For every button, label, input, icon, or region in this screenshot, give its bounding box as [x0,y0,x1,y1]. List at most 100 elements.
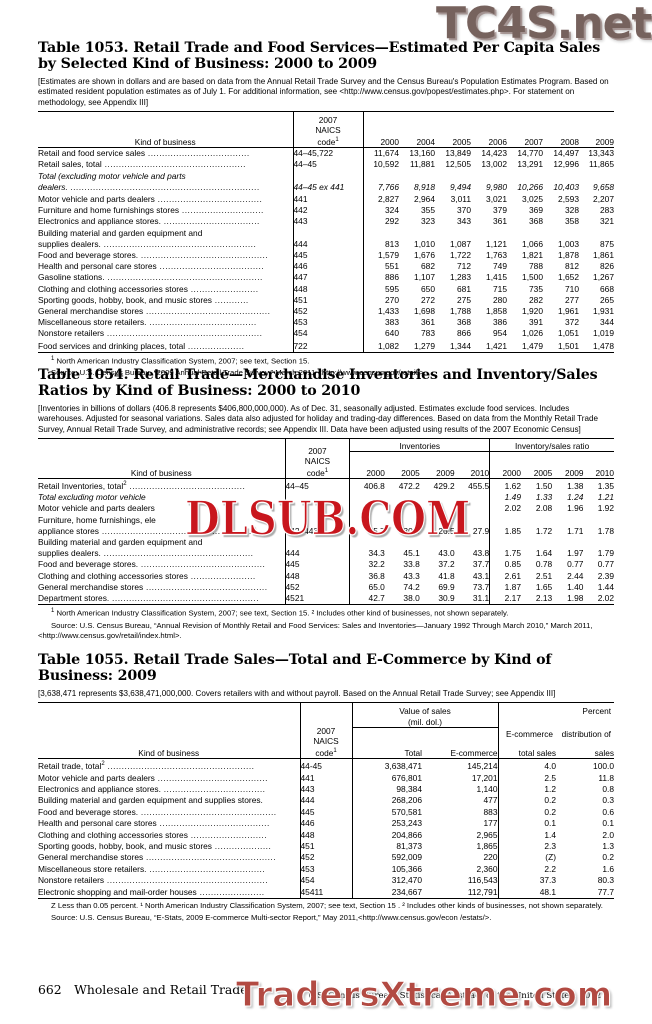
table-row: Furniture, home furnishings, ele [38,514,614,526]
naics-code-cell: 446 [292,261,363,273]
inventory-cell [349,503,385,515]
ratio-cell: 1.50 [520,478,553,493]
inventory-cell: 37.2 [438,559,455,570]
value-cell: 323 [421,216,435,227]
inventory-cell [349,514,385,526]
table-row: Clothing and clothing accessories stores… [38,829,614,842]
table-1054-title: Table 1054. Retail Trade—Merchandise Inv… [38,367,598,399]
value-cell: 2,827 [362,193,399,206]
pct-of-total-sales-cell: 0.2 [497,806,556,819]
row-label-text: Building material and garden equipment a… [38,537,203,548]
ratio-cell: 2.02 [583,593,614,606]
value-cell: 328 [565,205,579,216]
ratio-cell: 2.51 [535,570,553,581]
ratio-cell: 1.96 [567,503,584,514]
inventory-cell: 41.8 [438,570,455,581]
ratio-cell: 1.79 [597,548,614,559]
value-cell: 2,207 [593,194,614,205]
row-label-text: Sporting goods, hobby, book, and music s… [38,841,212,852]
table-row: Retail Inventories, total2 .............… [38,478,614,493]
value-cell: 379 [493,205,507,216]
naics-footnote-marker: 1 [333,748,337,755]
inv-year-2005: 2005 [401,468,420,479]
leader-dots: ........................... [187,829,268,840]
value-cell: 668 [600,283,614,294]
naics-code-cell: 452 [299,852,352,864]
ratio-cell [521,537,552,548]
value-cell: 14,423 [471,147,507,160]
inventory-cell: 34.3 [349,548,385,560]
row-label-text: dealers. [38,181,68,192]
ecommerce-sales-cell: 220 [483,852,498,863]
value-cell [471,171,507,182]
footer-section-title: Wholesale and Retail Trade [74,982,248,997]
value-cell: 1,500 [522,272,543,283]
value-of-sales-line-1: Value of sales [399,706,451,717]
value-of-sales-line-2: (mil. dol.) [407,716,443,727]
value-cell: 10,403 [553,181,579,192]
value-cell: 11,674 [362,147,399,160]
value-cell: 368 [529,216,543,227]
row-label: Retail sales, total ....................… [38,159,293,170]
leader-dots: ............ [211,294,249,305]
row-label: Building material and garden equipment a… [38,795,300,806]
value-cell: 783 [421,328,435,339]
total-sales-cell: 676,801 [351,772,422,785]
row-label-text: Sporting goods, hobby, book, and music s… [38,294,212,305]
value-cell: 1,961 [558,306,579,317]
ratio-cell [552,537,583,548]
row-footnote-marker: 2 [123,481,127,488]
naics-code-cell: 4521 [284,593,350,606]
value-cell: 8,918 [414,181,435,192]
value-cell: 1,652 [558,272,579,283]
table-row: Motor vehicle and parts dealers 2.02 2.08 1… [38,503,614,515]
row-label: Building material and garden equipment a… [38,228,293,239]
naics-code-cell: 443 [292,216,363,228]
value-cell: 12,996 [553,159,579,170]
value-cell [471,228,507,239]
leader-dots: ........................................… [146,863,266,874]
value-cell: 324 [362,205,399,217]
naics-code-cell: 451 [299,841,352,853]
column-header-year-2000: 2000 [362,133,399,148]
leader-dots: ........................................… [104,875,269,886]
table-row: Building material and garden equipment a… [38,537,614,549]
naics-code-cell: 454 [292,328,363,340]
value-cell: 292 [362,216,399,228]
naics-code-cell: 448 [299,829,352,842]
row-label: Furniture, home furnishings, ele [38,515,285,526]
pct-distribution-cell: 2.0 [602,829,614,840]
table-1053-title: Table 1053. Retail Trade and Food Servic… [38,40,601,72]
value-cell: 788 [529,261,543,272]
naics-code-cell [292,170,363,182]
naics-code-cell: 442, 443 [284,525,350,538]
footnote-text: North American Industry Classification S… [56,608,509,618]
value-cell: 13,849 [435,147,471,160]
footnote-marker: 1 [51,355,55,362]
inv-year-2009: 2009 [436,468,455,479]
row-label-text: supplies dealers. [38,548,101,559]
naics-code-cell: 44-45 [299,758,352,773]
table-1054-source: Source: U.S. Census Bureau, “Annual Revi… [38,621,614,641]
row-label: supplies dealers. ......................… [38,548,285,559]
ratio-cell: 1.71 [567,525,584,536]
table-row: Health and personal care stores ........… [38,818,614,830]
row-label: Retail and food service sales ..........… [38,147,293,160]
row-label-text: Retail and food service sales [38,148,146,159]
naics-line-1: 2007 [308,445,327,456]
value-cell: 595 [362,283,399,295]
table-1055-block: Table 1055. Retail Trade Sales—Total and… [38,652,614,923]
value-cell: 1,283 [450,272,471,283]
value-cell: 321 [600,216,614,227]
value-cell: 1,121 [486,238,507,249]
pct-of-total-sales-cell: 0.2 [497,795,556,807]
row-label-text: Food and beverage stores. [38,250,139,261]
pct-of-total-sales-cell: 1.4 [497,829,556,842]
value-cell: 275 [457,294,471,305]
naics-code-cell: 447 [292,272,363,284]
row-label-text: Health and personal care stores [38,818,157,829]
row-label: Building material and garden equipment a… [38,537,285,548]
row-label-text: Retail trade, total [38,761,102,772]
row-label: Sporting goods, hobby, book, and music s… [38,841,300,852]
